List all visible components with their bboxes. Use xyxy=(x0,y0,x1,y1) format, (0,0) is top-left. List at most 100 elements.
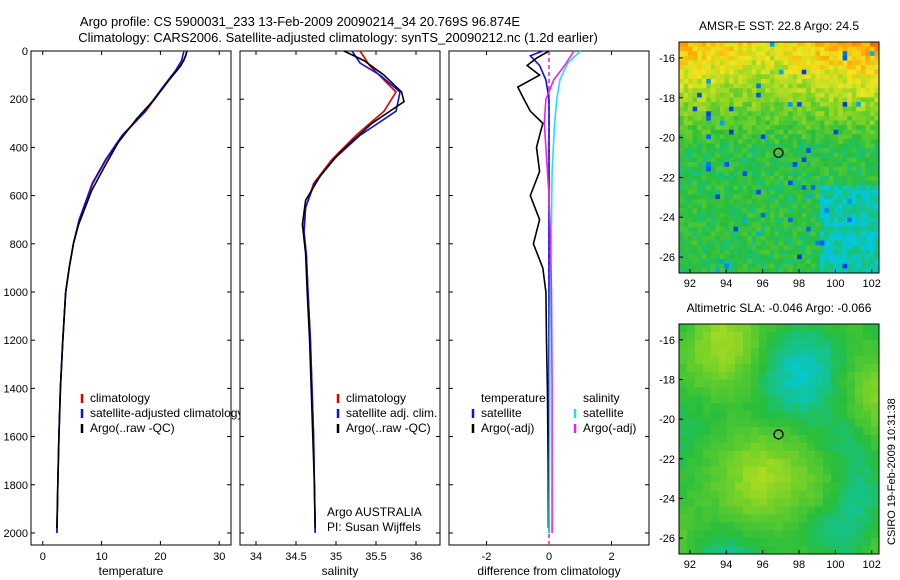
map-cell xyxy=(742,236,748,242)
map-cell xyxy=(838,78,844,84)
map-cell xyxy=(767,506,776,515)
map-cell xyxy=(710,51,716,57)
map-cell xyxy=(719,157,725,163)
map-cell xyxy=(865,212,871,218)
map-cell xyxy=(724,115,730,121)
map-cell xyxy=(738,134,744,140)
map-cell xyxy=(783,120,789,126)
map-cell xyxy=(679,530,688,539)
map-cell xyxy=(738,69,744,75)
map-cell xyxy=(679,490,688,499)
map-cell xyxy=(701,217,707,223)
map-cell xyxy=(801,78,807,84)
map-cell xyxy=(683,92,689,98)
map-cell xyxy=(797,240,803,246)
map-cell xyxy=(711,482,720,491)
map-cell xyxy=(823,482,832,491)
map-cell xyxy=(847,42,853,48)
map-cell xyxy=(679,474,688,484)
map-cell xyxy=(806,236,812,242)
map-cell xyxy=(865,69,871,75)
map-cell xyxy=(824,231,830,237)
map-cell xyxy=(765,166,771,172)
x-tick-label: 35 xyxy=(330,551,342,563)
map-cell xyxy=(801,254,807,260)
map-cell xyxy=(829,249,834,255)
map-cell xyxy=(824,46,830,52)
map-cell xyxy=(829,120,834,126)
map-cell xyxy=(727,490,736,499)
map-cell xyxy=(719,129,725,135)
map-cell xyxy=(788,125,794,131)
map-cell xyxy=(774,157,780,163)
map-cell xyxy=(824,102,830,108)
map-cell xyxy=(697,102,703,108)
map-cell xyxy=(695,331,704,341)
map-cell xyxy=(760,92,766,98)
map-cell xyxy=(831,387,840,396)
map-cell xyxy=(719,111,725,117)
map-cell xyxy=(759,538,768,547)
map-cell xyxy=(715,78,721,84)
map-cell xyxy=(860,212,866,218)
map-cell xyxy=(733,129,739,135)
map-cell xyxy=(743,450,752,460)
map-cell xyxy=(769,157,775,163)
map-cell xyxy=(727,482,736,491)
map-cell xyxy=(792,102,798,108)
map-cell xyxy=(687,546,696,555)
map-cell xyxy=(874,134,880,140)
map-cell xyxy=(683,69,689,75)
map-cell xyxy=(869,83,875,89)
map-cell xyxy=(719,482,728,491)
map-cell xyxy=(743,387,752,396)
map-cell xyxy=(874,97,880,103)
map-cell xyxy=(715,157,721,163)
map-cell xyxy=(851,157,857,163)
map-cell xyxy=(815,152,821,158)
map-cell xyxy=(729,125,734,131)
map-cell xyxy=(711,530,720,539)
map-cell xyxy=(807,442,816,452)
map-cell xyxy=(727,363,736,372)
map-cell xyxy=(679,324,688,333)
map-cell xyxy=(810,199,816,205)
map-cell xyxy=(719,185,725,191)
map-cell xyxy=(765,236,771,242)
map-cell xyxy=(791,522,800,531)
map-cell xyxy=(851,152,857,158)
map-cell xyxy=(839,466,848,476)
map-cell xyxy=(760,185,766,191)
map-cell xyxy=(706,166,712,172)
map-cell xyxy=(810,254,816,260)
map-cell xyxy=(697,166,703,172)
map-cell xyxy=(756,148,762,154)
map-cell xyxy=(683,106,689,112)
map-cell xyxy=(856,263,862,269)
map-cell xyxy=(860,245,866,251)
map-cell xyxy=(742,231,748,237)
map-cell xyxy=(765,139,771,145)
map-cell xyxy=(742,226,748,232)
map-cell xyxy=(797,125,803,131)
map-cell xyxy=(765,203,771,209)
map-cell xyxy=(706,46,712,52)
map-cell xyxy=(683,65,689,71)
map-cell xyxy=(823,538,832,547)
map-cell xyxy=(719,175,725,181)
map-cell xyxy=(824,203,830,209)
map-cell xyxy=(769,194,775,200)
map-cell xyxy=(860,78,866,84)
map-cell xyxy=(815,60,821,66)
map-cell xyxy=(779,120,784,126)
map-cell xyxy=(783,324,792,333)
map-cell xyxy=(697,245,703,251)
map-cell xyxy=(695,522,704,531)
map-cell xyxy=(779,74,784,80)
map-cell xyxy=(783,458,792,468)
map-cell xyxy=(774,74,780,80)
map-cell xyxy=(719,435,728,444)
map-cell xyxy=(779,139,784,145)
map-cell xyxy=(815,189,821,195)
